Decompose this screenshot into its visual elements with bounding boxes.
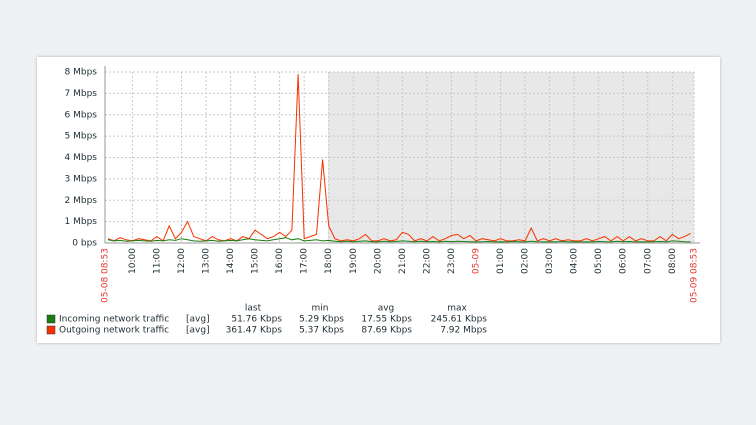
x-tick-label: 17:00 [300, 248, 310, 274]
stats-value: 5.37 Kbps [299, 326, 344, 336]
x-tick-label: 18:00 [324, 248, 334, 274]
legend-label: Outgoing network traffic [59, 326, 169, 336]
stats-value: 7.92 Mbps [440, 326, 487, 336]
x-tick-label: 05-09 08:53 [690, 248, 700, 303]
stats-value: 5.29 Kbps [299, 315, 344, 325]
stats-func: [avg] [186, 315, 210, 325]
x-tick-label: 01:00 [496, 248, 506, 274]
series-line [107, 237, 691, 243]
x-tick-label: 05:00 [594, 248, 604, 274]
x-tick-label: 19:00 [349, 248, 359, 274]
stats-value: 17.55 Kbps [361, 315, 412, 325]
stats-header: last [245, 304, 262, 314]
stats-func: [avg] [186, 326, 210, 336]
stats-value: 361.47 Kbps [226, 326, 283, 336]
y-tick-label: 6 Mbps [65, 110, 98, 120]
stats-value: 51.76 Kbps [231, 315, 282, 325]
x-tick-label: 12:00 [177, 248, 187, 274]
legend-swatch [46, 314, 56, 324]
y-tick-label: 2 Mbps [65, 196, 98, 206]
stats-header: max [447, 304, 467, 314]
y-tick-label: 7 Mbps [65, 89, 98, 99]
x-tick-label: 13:00 [202, 248, 212, 274]
x-tick-label: 02:00 [521, 248, 531, 274]
x-tick-label: 04:00 [570, 248, 580, 274]
x-tick-label: 08:00 [668, 248, 678, 274]
y-tick-label: 8 Mbps [65, 68, 98, 78]
x-tick-label: 14:00 [226, 248, 236, 274]
y-tick-label: 3 Mbps [65, 174, 98, 184]
x-tick-label: 23:00 [447, 248, 457, 274]
legend-swatch [46, 325, 56, 335]
legend-label: Incoming network traffic [59, 315, 169, 325]
stats-value: 245.61 Kbps [431, 315, 488, 325]
x-tick-label: 22:00 [422, 248, 432, 274]
y-tick-label: 1 Mbps [65, 217, 98, 227]
stats-header: avg [378, 304, 395, 314]
x-tick-label: 03:00 [545, 248, 555, 274]
x-tick-label: 05-09 [471, 248, 481, 274]
x-tick-label: 11:00 [152, 248, 162, 274]
y-tick-label: 4 Mbps [65, 153, 98, 163]
x-tick-label: 06:00 [619, 248, 629, 274]
y-tick-label: 0 bps [72, 239, 97, 249]
x-tick-label: 05-08 08:53 [101, 248, 111, 303]
x-tick-label: 21:00 [398, 248, 408, 274]
x-tick-label: 15:00 [251, 248, 261, 274]
stats-header: min [312, 304, 329, 314]
x-tick-label: 20:00 [373, 248, 383, 274]
x-tick-label: 07:00 [643, 248, 653, 274]
y-tick-label: 5 Mbps [65, 132, 98, 142]
x-tick-label: 16:00 [275, 248, 285, 274]
x-tick-label: 10:00 [128, 248, 138, 274]
stats-value: 87.69 Kbps [361, 326, 412, 336]
